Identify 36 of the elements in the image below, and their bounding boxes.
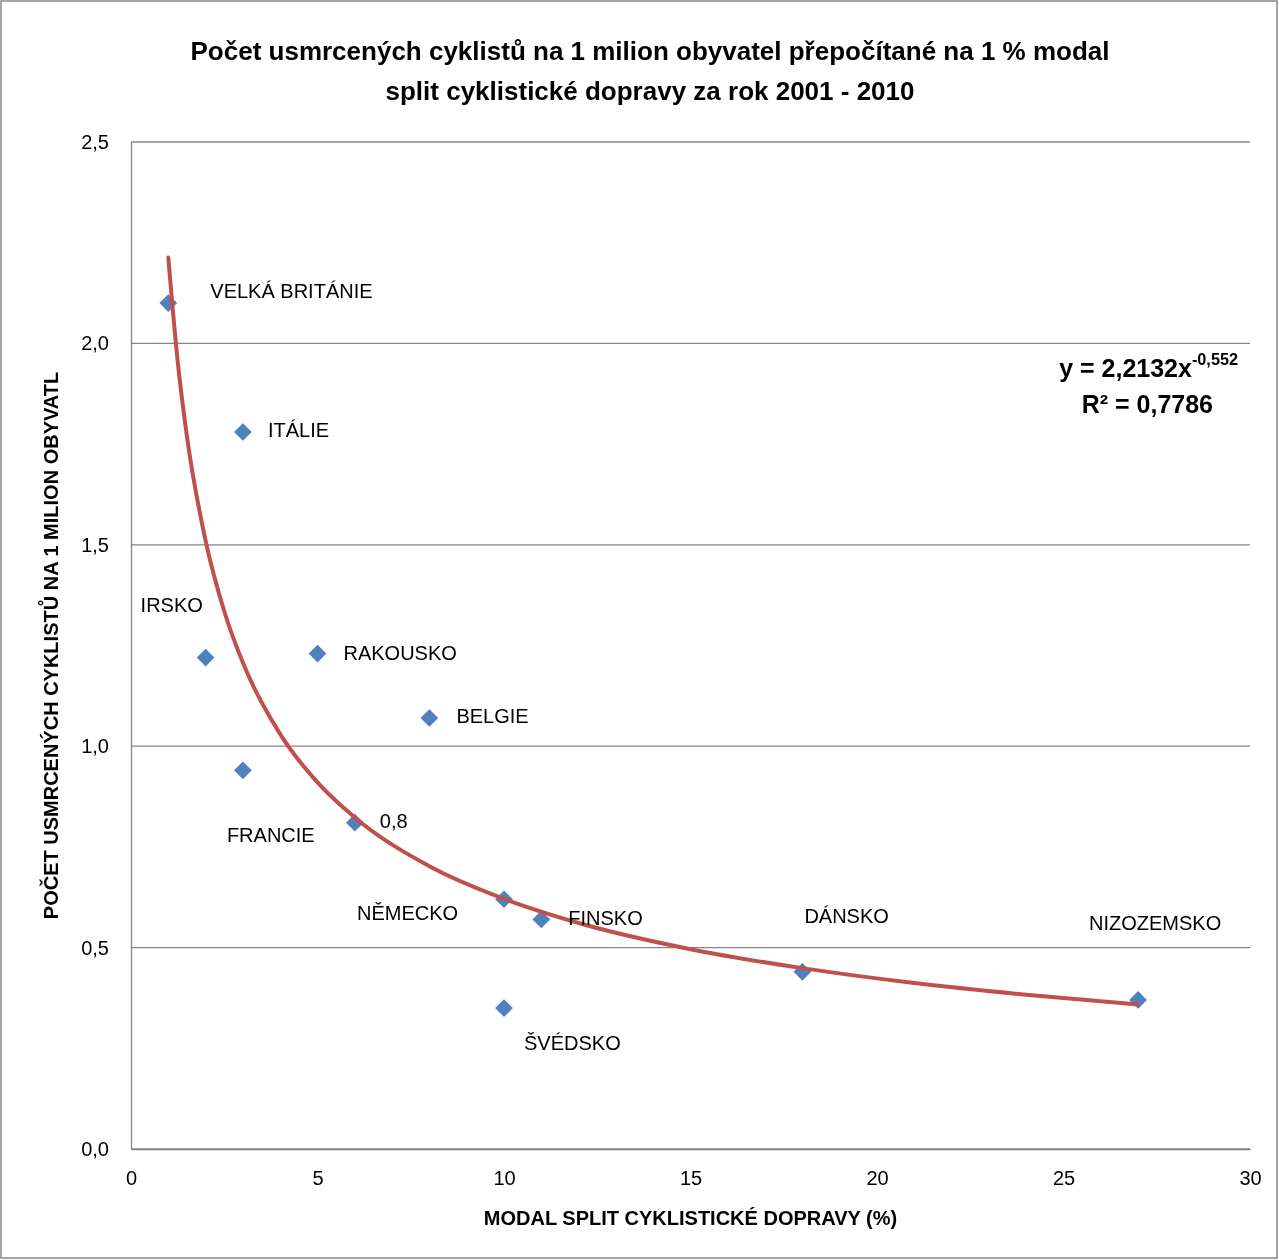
x-tick-label: 5: [312, 1167, 324, 1190]
annotation: RAKOUSKO: [343, 641, 457, 664]
point: [196, 648, 215, 667]
annotation: DÁNSKO: [804, 905, 889, 928]
x-tick-label: 20: [866, 1167, 889, 1190]
y-tick-label: 1,5: [81, 533, 109, 556]
annotation: ITÁLIE: [267, 419, 330, 442]
annotation: 0,8: [379, 810, 408, 833]
y-tick-label: 2,0: [81, 332, 109, 355]
y-tick-label: 0,0: [81, 1137, 109, 1160]
point: [234, 423, 252, 441]
x-tick-label: 0: [125, 1167, 138, 1190]
point: [420, 709, 439, 727]
annotation: NIZOZEMSKO: [1089, 912, 1222, 935]
x-tick-label: 15: [679, 1167, 703, 1190]
annotation: BELGIE: [456, 705, 529, 728]
annotation: R² = 0,7786: [1081, 389, 1213, 418]
annotation: NĚMECKO: [357, 902, 459, 925]
y-tick-label: 2,5: [81, 130, 109, 153]
annotation: FINSKO: [568, 907, 643, 930]
y-axis-title: POČET USMRCENÝCH CYKLISTŮ NA 1 MILION OBYVATL: [37, 371, 62, 920]
point: [495, 999, 513, 1017]
point: [308, 644, 327, 663]
annotation: ŠVÉDSKO: [524, 1032, 621, 1055]
annotation: IRSKO: [140, 593, 203, 616]
x-tick-label: 25: [1052, 1167, 1076, 1190]
y-tick-label: 1,0: [81, 735, 109, 758]
point: [234, 761, 252, 780]
annotation: FRANCIE: [226, 824, 315, 847]
annotation: y = 2,2132x$^{-0,552}$: [1059, 350, 1238, 382]
chart-title: Počet usmrcených cyklistů na 1 milion obyvatel přepočítané na 1 % modal split cyklistické dopravy za rok 2001 - 2010: [190, 36, 1110, 106]
x-tick-label: 30: [1239, 1167, 1262, 1190]
annotation: VELKÁ BRITÁNIE: [210, 280, 373, 303]
x-axis-title: MODAL SPLIT CYKLISTICKÉ DOPRAVY (%): [483, 1207, 898, 1229]
y-tick-label: 0,5: [81, 936, 109, 959]
x-tick-label: 10: [493, 1167, 516, 1190]
